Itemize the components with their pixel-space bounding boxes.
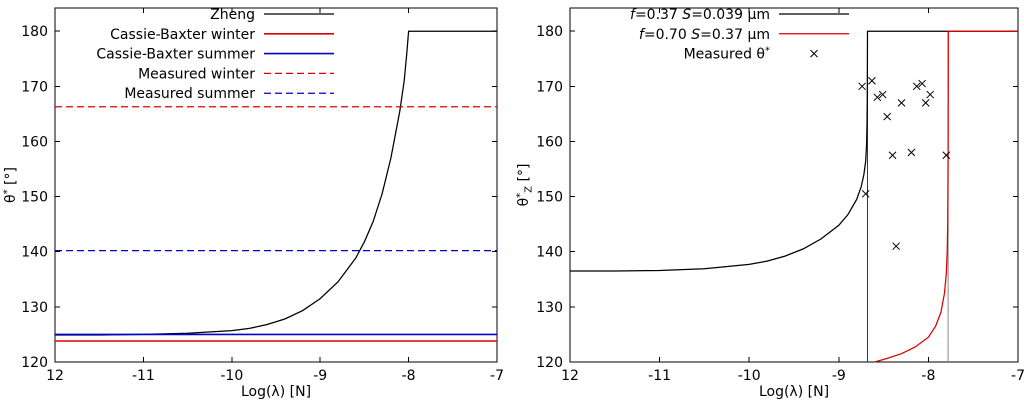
legend-label: Cassie-Baxter summer — [96, 47, 255, 63]
legend-label: f=0.70 S=0.37 μm — [639, 27, 770, 43]
right-contact-angle-chart: 12 -11 -10 -9 -8 -7 120 130 140 150 160 170 180 Log(λ… — [515, 7, 1024, 400]
x-tick-label: -10 — [738, 368, 761, 384]
y-tick-label: 160 — [21, 134, 48, 150]
x-axis-label: Log(λ) [N] — [241, 384, 311, 400]
x-axis-label: Log(λ) [N] — [759, 384, 829, 400]
y-tick-label: 180 — [21, 24, 48, 40]
y-axis-label: θ* [°] — [2, 167, 19, 203]
scatter-series — [858, 76, 951, 251]
x-tick-label: -8 — [402, 368, 416, 384]
y-tick-label: 150 — [536, 190, 563, 206]
legend-label: f=0.37 S=0.039 μm — [630, 7, 770, 23]
y-tick-label: 130 — [21, 300, 48, 316]
x-tick-label: -9 — [832, 368, 846, 384]
x-tick-label: -7 — [1011, 368, 1024, 384]
x-tick-label: -11 — [132, 368, 155, 384]
line-series — [874, 30, 1018, 363]
legend-label: Cassie-Baxter winter — [110, 27, 255, 43]
line-series — [570, 30, 1018, 272]
y-tick-label: 140 — [21, 245, 48, 261]
x-tick-label: -10 — [220, 368, 243, 384]
y-tick-label: 180 — [536, 24, 563, 40]
y-tick-label: 120 — [536, 355, 563, 371]
x-tick-label: -8 — [921, 368, 935, 384]
y-axis-label: θ*Z [°] — [515, 164, 535, 207]
x-tick-label: 12 — [46, 368, 64, 384]
plot-frame — [569, 7, 1019, 363]
y-tick-label: 120 — [21, 355, 48, 371]
line-series — [55, 30, 497, 336]
legend-label: Measured θ* — [684, 46, 770, 63]
x-tick-label: 12 — [561, 368, 579, 384]
y-tick-label: 130 — [536, 300, 563, 316]
legend-label: Zheng — [210, 7, 255, 23]
x-tick-label: -7 — [490, 368, 504, 384]
x-tick-label: -9 — [313, 368, 327, 384]
left-contact-angle-chart: 12 -11 -10 -9 -8 -7 120 130 140 150 160 170 180 Log(λ… — [2, 7, 504, 400]
y-tick-label: 160 — [536, 134, 563, 150]
y-tick-label: 150 — [21, 190, 48, 206]
legend-label: Measured winter — [138, 66, 255, 82]
x-tick-label: -11 — [648, 368, 671, 384]
y-tick-label: 140 — [536, 245, 563, 261]
plot-frame — [54, 7, 498, 363]
legend-label: Measured summer — [124, 86, 255, 102]
y-tick-label: 170 — [21, 79, 48, 95]
y-tick-label: 170 — [536, 79, 563, 95]
